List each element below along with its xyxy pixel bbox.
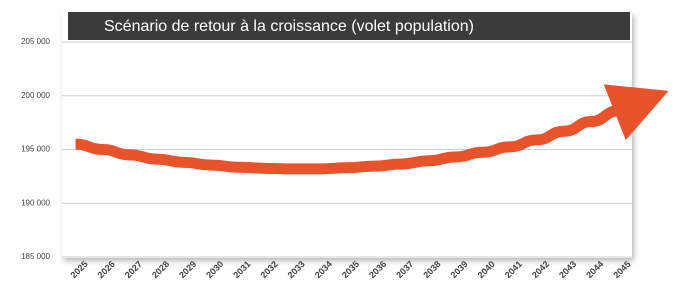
x-tick-label: 2029 (177, 259, 198, 280)
x-tick-label: 2034 (313, 259, 334, 280)
x-tick-label: 2039 (449, 259, 470, 280)
x-tick-label: 2042 (530, 259, 551, 280)
chart-title: Scénario de retour à la croissance (vole… (104, 18, 474, 35)
y-tick-label: 190 000 (21, 198, 50, 207)
y-tick-label: 205 000 (21, 37, 50, 46)
x-tick-label: 2043 (557, 259, 578, 280)
x-tick-label: 2045 (611, 259, 632, 280)
x-tick-label: 2026 (96, 259, 117, 280)
x-tick-label: 2035 (340, 259, 361, 280)
x-tick-label: 2044 (584, 259, 605, 280)
y-tick-label: 195 000 (21, 145, 50, 154)
x-tick-label: 2040 (476, 259, 497, 280)
x-tick-label: 2031 (231, 259, 252, 280)
x-tick-label: 2038 (421, 259, 442, 280)
x-tick-label: 2033 (286, 259, 307, 280)
x-tick-label: 2032 (259, 259, 280, 280)
x-tick-label: 2041 (503, 259, 524, 280)
x-tick-label: 2030 (204, 259, 225, 280)
x-tick-label: 2027 (123, 259, 144, 280)
y-tick-label: 185 000 (21, 252, 50, 261)
y-tick-label: 200 000 (21, 91, 50, 100)
x-tick-label: 2037 (394, 259, 415, 280)
chart: Scénario de retour à la croissance (vole… (0, 0, 683, 289)
x-tick-label: 2028 (150, 259, 171, 280)
x-tick-label: 2036 (367, 259, 388, 280)
x-tick-label: 2025 (69, 259, 90, 280)
